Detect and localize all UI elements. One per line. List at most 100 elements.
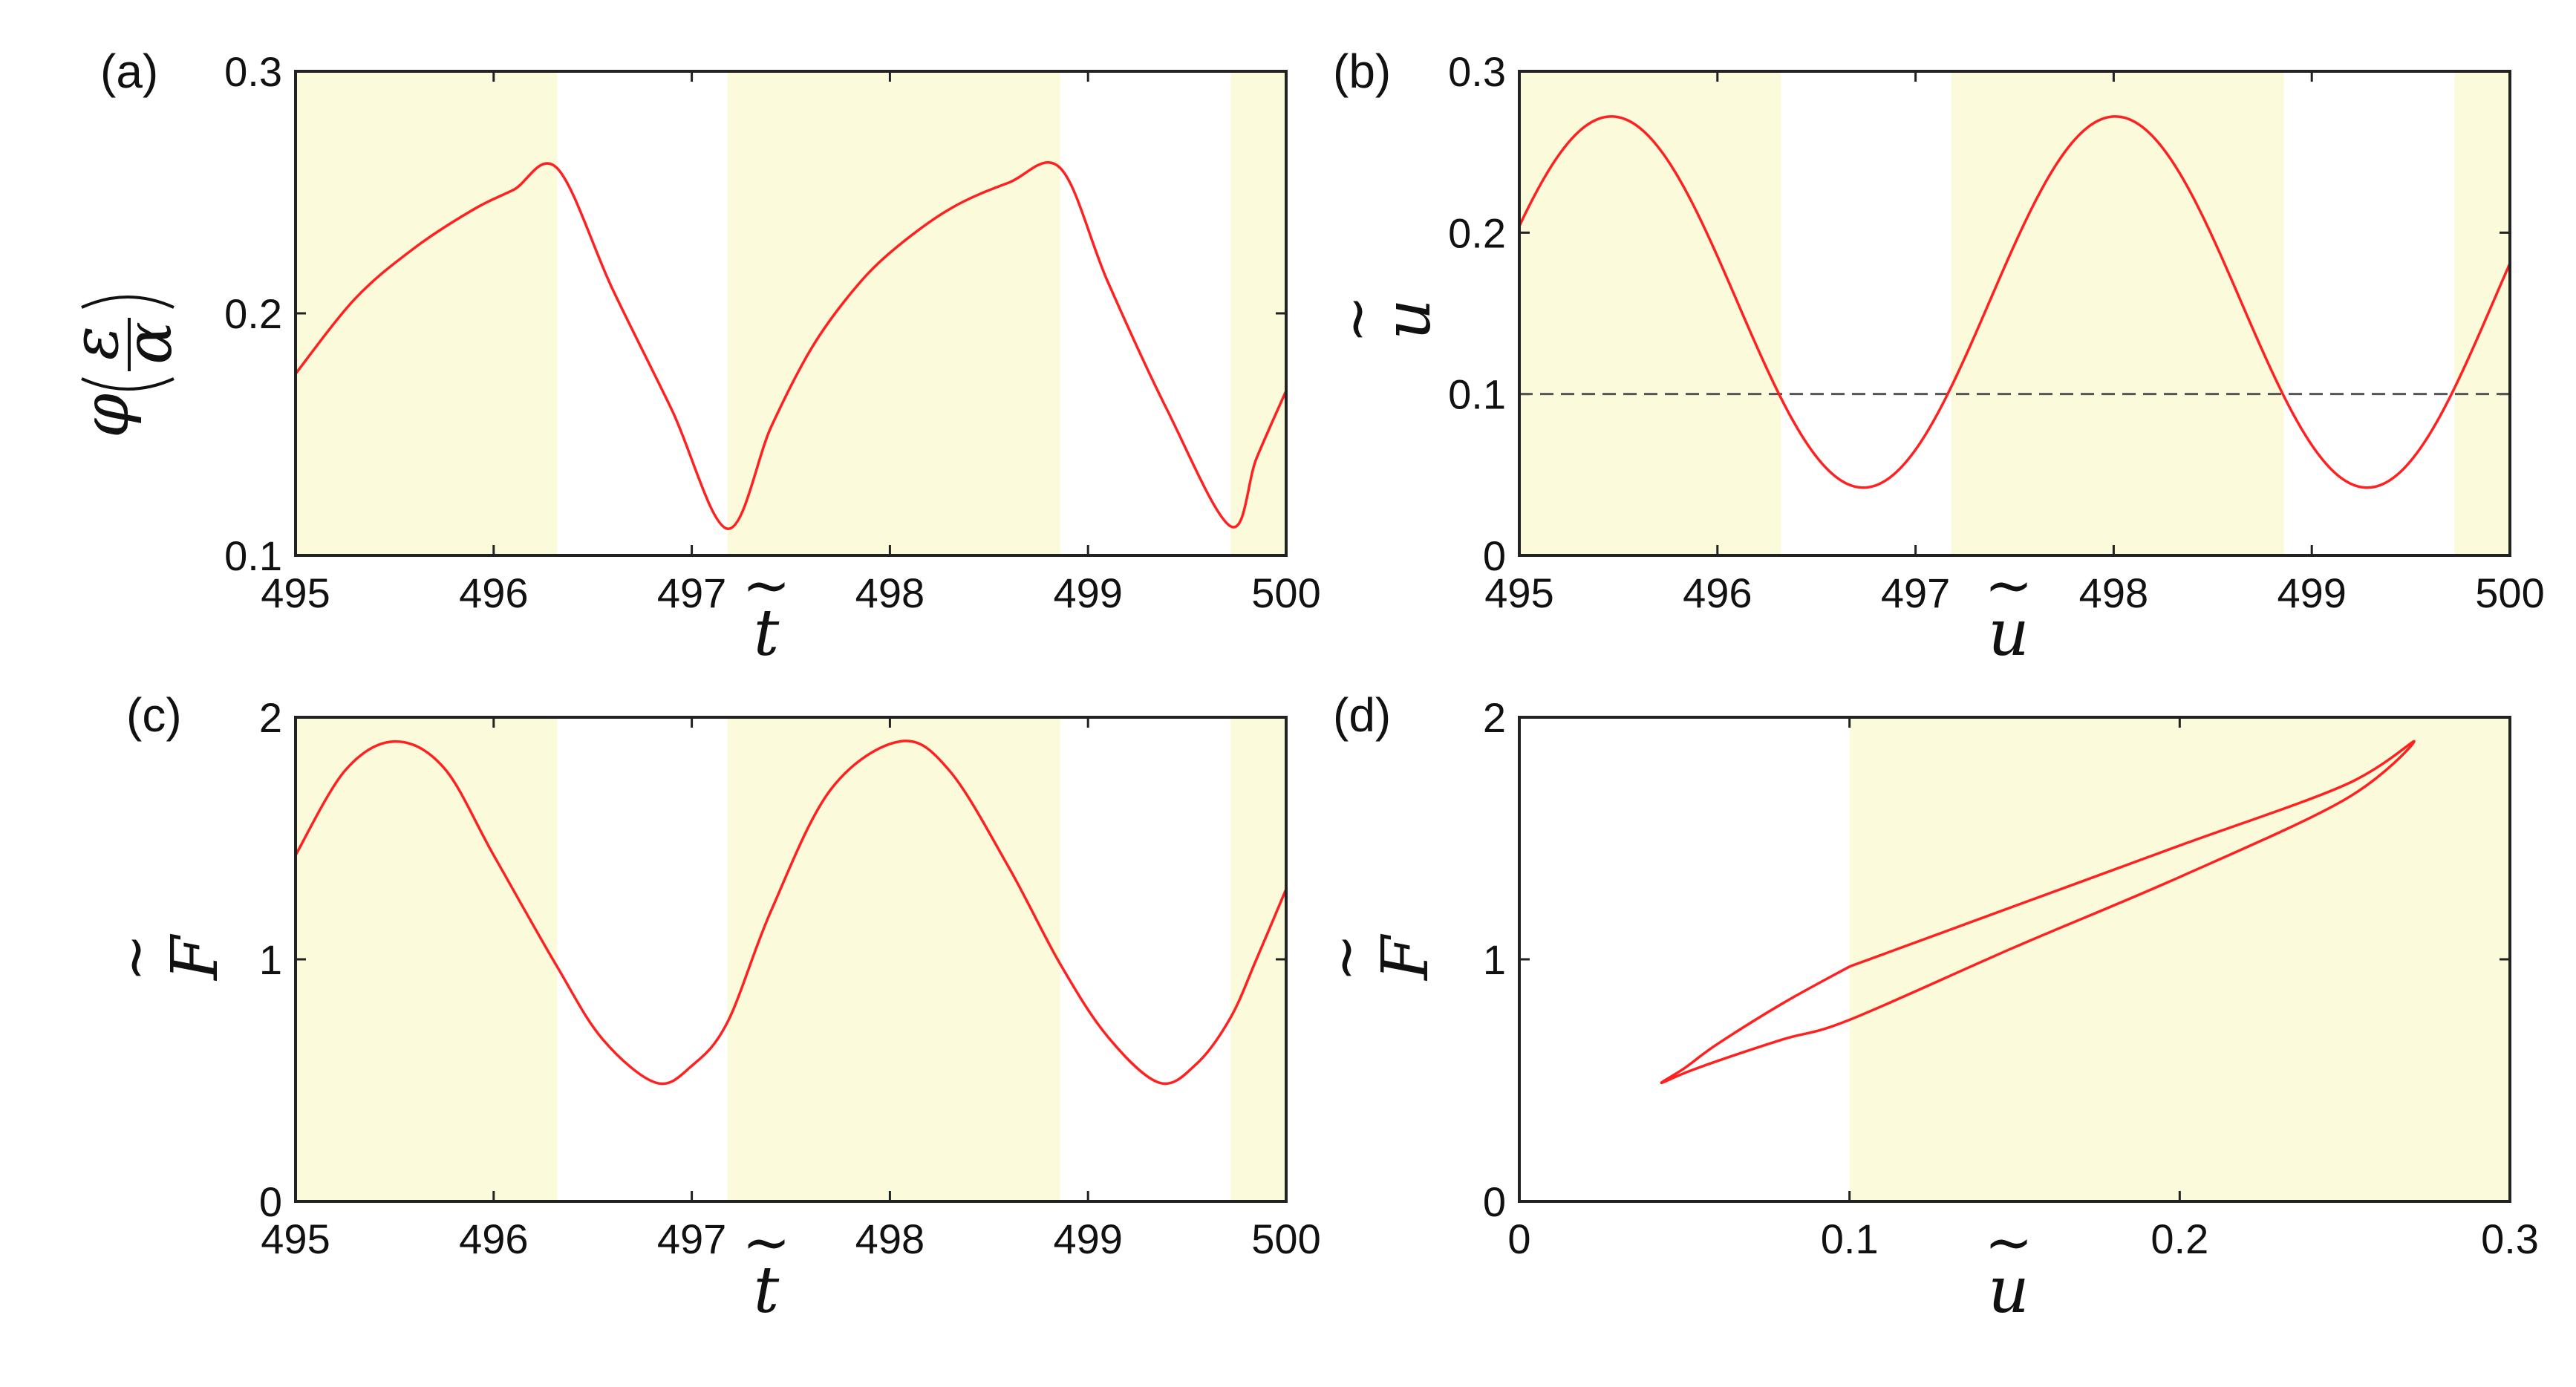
panel-c-y-tick-label: 0 <box>259 1178 282 1225</box>
panel-a-shaded-regions <box>296 71 1286 555</box>
panel-b-y-label: ~ u <box>1323 295 1445 343</box>
panel-c-x-tick-label: 500 <box>1251 1215 1320 1262</box>
panel-c-series-0-line <box>294 740 1288 1086</box>
panel-a-x-tick-label: 495 <box>261 570 330 616</box>
panel-a-x-label-tilde: ~ <box>742 552 790 619</box>
panel-a-y-tick-label: 0.1 <box>224 532 282 579</box>
panel-c-x-label-tilde: ~ <box>742 1210 790 1276</box>
panel-d-y-tick-label: 2 <box>1483 694 1506 741</box>
panel-b-x-tick-labels: 495 496 497 498 499 500 <box>1484 570 2544 616</box>
panel-d-x-label: u <box>1988 1253 2029 1328</box>
panel-a-shaded-region-1 <box>727 71 1060 555</box>
panel-a-y-label-close-paren <box>81 296 175 309</box>
panel-b-label: (b) <box>1333 45 1391 98</box>
panel-b-x-tick-label: 496 <box>1683 570 1752 616</box>
panel-c-shaded-regions <box>296 717 1286 1201</box>
panel-b-y-tick-label: 0.3 <box>1448 48 1506 95</box>
panel-a-y-tick-label: 0.3 <box>224 48 282 95</box>
panel-d-series-0-line <box>1660 740 2416 1085</box>
panel-c-x-tick-label: 496 <box>459 1215 528 1262</box>
panel-b-shaded-region-2 <box>2454 71 2510 555</box>
panel-b-plot <box>1518 115 2511 489</box>
panel-a-y-label-numerator: ε <box>59 326 133 360</box>
panel-d-x-label-tilde: ~ <box>1984 1210 2032 1276</box>
panel-d: 0 0.1 0.2 0.3 0 1 2 (d) ~ u ~ F <box>1312 688 2539 1328</box>
panel-c-y-tick-label: 1 <box>259 936 282 983</box>
panel-a-x-label: t <box>754 596 780 670</box>
panel-b-y-tick-labels: 0 0.1 0.2 0.3 <box>1448 48 1506 579</box>
panel-b: 495 496 497 498 499 500 0 0.1 0.2 0.3 (b) ~ u ~ … <box>1323 45 2545 670</box>
panel-d-label: (d) <box>1333 688 1391 742</box>
panel-b-series-0-line <box>1518 115 2511 489</box>
panel-a-x-tick-label: 497 <box>657 570 726 616</box>
panel-b-x-label: u <box>1988 596 2029 670</box>
panel-b-shaded-regions <box>1519 71 2510 555</box>
panel-c-plot <box>294 740 1288 1086</box>
panel-a-x-tick-label: 498 <box>855 570 925 616</box>
panel-d-y-label: ~ F <box>1312 933 1443 982</box>
panel-c-y-tick-label: 2 <box>259 694 282 741</box>
panel-a-series-0-line <box>294 161 1288 530</box>
panel-d-y-tick-label: 1 <box>1483 936 1506 983</box>
panel-c-x-tick-label: 498 <box>855 1215 925 1262</box>
panel-a-shaded-region-0 <box>296 71 558 555</box>
panel-d-shaded-regions <box>1849 717 2510 1201</box>
panel-b-y-tick-label: 0 <box>1483 532 1506 579</box>
panel-d-y-label-tilde: ~ <box>1312 933 1379 982</box>
panel-c-x-label: t <box>754 1253 780 1328</box>
panel-a-y-label-denominator: α <box>112 322 186 365</box>
panel-d-x-tick-label: 0 <box>1507 1215 1530 1262</box>
panel-c-y-label: ~ F <box>102 933 232 982</box>
panel-d-y-label-text: F <box>1369 933 1443 982</box>
panel-d-x-tick-labels: 0 0.1 0.2 0.3 <box>1507 1215 2539 1262</box>
panel-b-y-label-tilde: ~ <box>1323 295 1390 343</box>
panel-c-axes-frame <box>294 716 1288 1203</box>
panel-b-x-label-tilde: ~ <box>1984 552 2032 619</box>
panel-a-y-tick-labels: 0.1 0.2 0.3 <box>224 48 282 579</box>
panel-a: 495 496 497 498 499 500 0.1 0.2 0.3 (a) ~ t φ ε… <box>59 45 1321 670</box>
panel-a-x-tick-label: 496 <box>459 570 528 616</box>
panel-c: 495 496 497 498 499 500 0 1 2 (c) ~ t ~ F <box>102 688 1321 1328</box>
panel-c-x-tick-label: 499 <box>1053 1215 1122 1262</box>
panel-b-y-tick-label: 0.1 <box>1448 371 1506 418</box>
panel-b-x-tick-label: 500 <box>2475 570 2544 616</box>
panel-c-y-label-text: F <box>158 933 232 982</box>
panel-c-x-tick-labels: 495 496 497 498 499 500 <box>261 1215 1320 1262</box>
panel-a-x-tick-labels: 495 496 497 498 499 500 <box>261 570 1320 616</box>
panel-c-shaded-region-1 <box>727 717 1060 1201</box>
panel-a-y-label-phi: φ <box>69 394 143 438</box>
panel-a-label: (a) <box>100 45 158 98</box>
panel-c-label: (c) <box>126 688 182 742</box>
panel-a-y-label-open-paren <box>81 377 175 391</box>
panel-d-plot <box>1660 740 2416 1085</box>
panel-b-x-tick-label: 497 <box>1881 570 1950 616</box>
panel-a-y-label: φ ε α <box>59 296 186 438</box>
panel-a-x-tick-label: 499 <box>1053 570 1122 616</box>
panel-d-x-tick-label: 0.1 <box>1821 1215 1879 1262</box>
panel-d-shaded-region-0 <box>1849 717 2510 1201</box>
panel-b-axes-frame <box>1518 70 2511 557</box>
panel-b-y-label-text: u <box>1371 298 1445 339</box>
panel-d-y-tick-labels: 0 1 2 <box>1483 694 1506 1225</box>
panel-d-y-tick-label: 0 <box>1483 1178 1506 1225</box>
panel-a-axes-frame <box>294 70 1288 557</box>
panel-d-x-tick-label: 0.2 <box>2151 1215 2208 1262</box>
panel-a-plot <box>294 161 1288 530</box>
panel-b-x-tick-label: 495 <box>1484 570 1553 616</box>
panel-c-x-tick-label: 497 <box>657 1215 726 1262</box>
panel-d-x-tick-label: 0.3 <box>2481 1215 2539 1262</box>
panel-a-x-tick-label: 500 <box>1251 570 1320 616</box>
panel-b-shaded-region-0 <box>1519 71 1781 555</box>
panel-a-y-tick-label: 0.2 <box>224 290 282 337</box>
panel-c-y-tick-labels: 0 1 2 <box>259 694 282 1225</box>
panel-b-shaded-region-1 <box>1951 71 2284 555</box>
panel-c-y-label-tilde: ~ <box>102 933 169 982</box>
panel-c-x-tick-label: 495 <box>261 1215 330 1262</box>
panel-b-x-tick-label: 499 <box>2277 570 2346 616</box>
panel-b-x-tick-label: 498 <box>2079 570 2148 616</box>
panel-c-shaded-region-0 <box>296 717 558 1201</box>
panel-b-y-tick-label: 0.2 <box>1448 209 1506 256</box>
panel-d-axes-frame <box>1518 716 2511 1203</box>
